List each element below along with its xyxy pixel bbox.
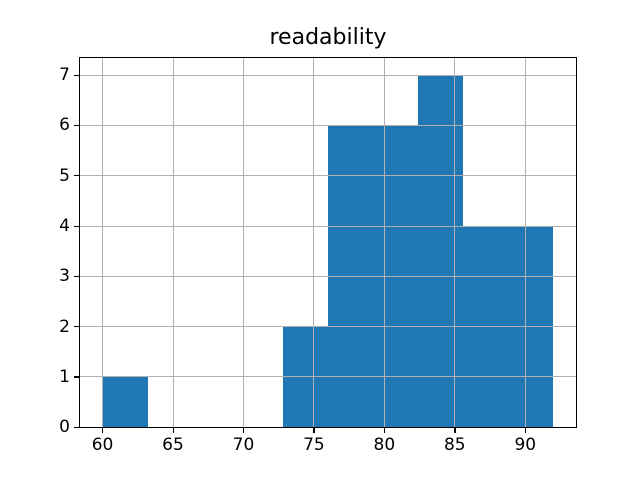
x-tick-mark xyxy=(242,427,245,434)
y-tick-label: 7 xyxy=(59,65,70,86)
x-tick-mark xyxy=(102,427,104,434)
x-gridline xyxy=(313,57,315,428)
x-tick-mark xyxy=(524,427,526,434)
y-tick-label: 5 xyxy=(59,165,70,186)
y-gridline xyxy=(80,326,576,328)
y-tick-mark xyxy=(74,326,80,328)
x-gridline xyxy=(102,57,104,428)
x-tick-label: 65 xyxy=(162,435,184,456)
y-tick-label: 2 xyxy=(59,316,70,337)
x-tick-label: 60 xyxy=(91,435,114,456)
y-tick-mark xyxy=(74,175,80,177)
y-gridline xyxy=(80,225,576,227)
y-tick-label: 0 xyxy=(59,417,70,438)
x-tick-label: 85 xyxy=(443,435,466,456)
x-tick-mark xyxy=(454,427,456,434)
x-gridline xyxy=(524,57,526,428)
y-tick-mark xyxy=(74,124,80,127)
y-tick-label: 6 xyxy=(59,115,70,136)
y-gridline xyxy=(80,275,576,277)
y-tick-label: 3 xyxy=(59,266,70,287)
x-tick-label: 90 xyxy=(514,435,537,456)
y-tick-label: 4 xyxy=(59,216,70,237)
histogram-bar xyxy=(418,75,464,428)
y-tick-mark xyxy=(74,275,80,278)
y-gridline xyxy=(80,124,576,126)
x-tick-label: 75 xyxy=(303,435,325,456)
y-gridline xyxy=(80,426,576,428)
x-gridline xyxy=(172,57,174,428)
chart-title: readability xyxy=(269,25,387,50)
x-gridline xyxy=(242,57,244,428)
x-gridline xyxy=(383,57,385,428)
y-gridline xyxy=(80,376,576,378)
y-tick-mark xyxy=(74,426,80,428)
y-gridline xyxy=(80,175,576,177)
x-tick-label: 80 xyxy=(373,435,396,456)
y-tick-label: 1 xyxy=(59,366,70,387)
x-tick-mark xyxy=(313,427,315,434)
y-tick-mark xyxy=(74,74,80,76)
x-tick-label: 70 xyxy=(232,435,255,456)
plot-area xyxy=(79,56,577,429)
x-gridline xyxy=(454,57,456,428)
y-tick-mark xyxy=(74,225,80,227)
x-tick-mark xyxy=(172,427,174,434)
y-tick-mark xyxy=(74,376,80,378)
y-gridline xyxy=(80,74,576,76)
x-tick-mark xyxy=(383,427,386,434)
histogram-bar xyxy=(102,376,148,428)
